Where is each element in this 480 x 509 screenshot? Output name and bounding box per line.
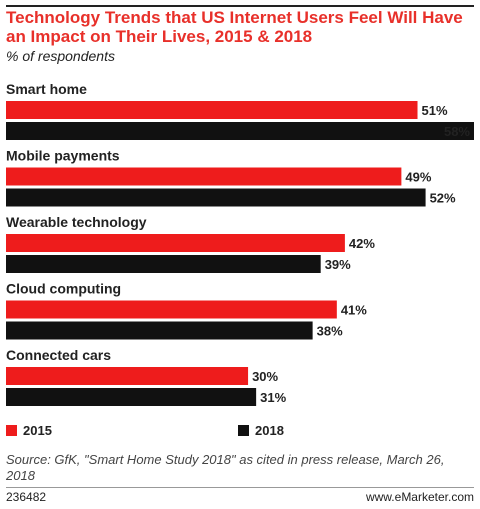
value-label: 42% — [349, 236, 375, 251]
value-label: 38% — [317, 324, 343, 339]
value-label: 39% — [325, 257, 351, 272]
legend-label: 2015 — [23, 423, 52, 438]
bar-2018 — [6, 255, 321, 273]
value-label: 31% — [260, 390, 286, 405]
top-rule — [6, 5, 474, 7]
value-label: 41% — [341, 303, 367, 318]
category-label: Wearable technology — [6, 214, 147, 230]
source-note: Source: GfK, "Smart Home Study 2018" as … — [6, 452, 445, 483]
bar-2015 — [6, 367, 249, 385]
bar-2018 — [6, 188, 426, 207]
footer-rule — [6, 487, 474, 488]
bar-2018 — [6, 321, 313, 340]
category-label: Smart home — [6, 81, 87, 97]
chart-id: 236482 — [6, 490, 47, 504]
value-label: 30% — [252, 369, 278, 384]
value-label: 58% — [444, 124, 470, 139]
chart-subtitle: % of respondents — [6, 48, 115, 64]
legend-swatch-2015 — [6, 425, 17, 436]
value-label: 51% — [422, 103, 448, 118]
category-label: Cloud computing — [6, 281, 121, 297]
category-label: Connected cars — [6, 347, 111, 363]
bar-2018 — [6, 122, 474, 140]
value-label: 52% — [430, 191, 456, 206]
legend-label: 2018 — [255, 423, 284, 438]
value-label: 49% — [405, 170, 431, 185]
brand-credit: www.eMarketer.com — [365, 490, 474, 504]
bar-2015 — [6, 234, 345, 252]
chart-title: Technology Trends that US Internet Users… — [6, 8, 463, 46]
bar-chart: Smart home 51% 58% Mobile payments 49% 52% Wea… — [6, 81, 474, 438]
bar-2015 — [6, 167, 402, 186]
legend-swatch-2018 — [238, 425, 249, 436]
bar-2015 — [6, 101, 418, 119]
bar-2015 — [6, 300, 337, 319]
bar-2018 — [6, 388, 257, 406]
category-label: Mobile payments — [6, 148, 120, 164]
